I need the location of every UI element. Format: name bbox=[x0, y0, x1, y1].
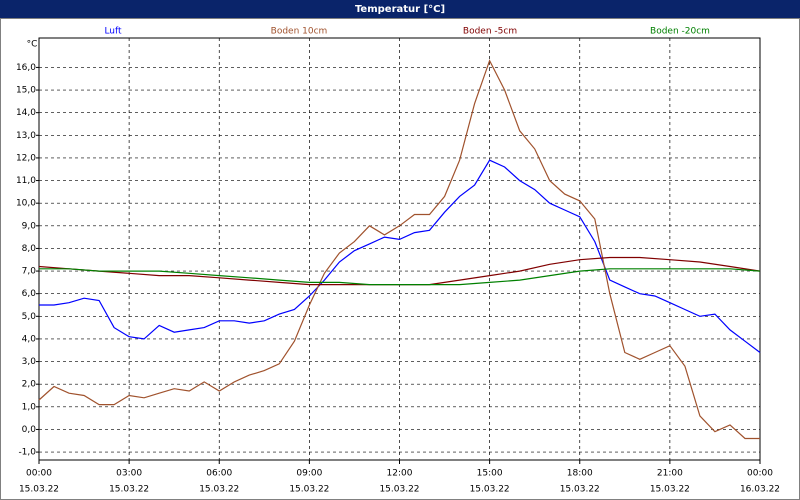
x-tick-label: 00:00 bbox=[26, 469, 52, 479]
x-tick-label: 03:00 bbox=[116, 469, 142, 479]
legend-label: Boden -5cm bbox=[463, 27, 517, 37]
y-tick-label: 6,0 bbox=[22, 289, 37, 299]
x-tick-date: 15.03.22 bbox=[560, 485, 600, 495]
x-tick-date: 15.03.22 bbox=[650, 485, 690, 495]
chart-title: Temperatur [°C] bbox=[355, 4, 445, 15]
y-tick-label: 9,0 bbox=[22, 221, 37, 231]
y-tick-label: 10,0 bbox=[16, 199, 36, 209]
legend-label: Luft bbox=[104, 27, 122, 37]
x-tick-date: 15.03.22 bbox=[379, 485, 419, 495]
x-tick-date: 15.03.22 bbox=[289, 485, 329, 495]
x-tick-label: 09:00 bbox=[296, 469, 322, 479]
y-tick-label: 5,0 bbox=[22, 312, 37, 322]
legend-label: Boden -20cm bbox=[650, 27, 710, 37]
x-tick-label: 12:00 bbox=[387, 469, 413, 479]
y-tick-label: 3,0 bbox=[22, 357, 37, 367]
y-tick-label: 8,0 bbox=[22, 244, 37, 254]
x-tick-date: 15.03.22 bbox=[470, 485, 510, 495]
x-tick-label: 21:00 bbox=[657, 469, 683, 479]
x-tick-label: 18:00 bbox=[567, 469, 593, 479]
y-tick-label: 1,0 bbox=[22, 402, 37, 412]
y-tick-label: -1,0 bbox=[18, 448, 36, 458]
y-tick-label: 2,0 bbox=[22, 380, 37, 390]
y-tick-label: 14,0 bbox=[16, 108, 36, 118]
legend-label: Boden 10cm bbox=[271, 27, 328, 37]
x-tick-label: 06:00 bbox=[206, 469, 232, 479]
x-tick-date: 15.03.22 bbox=[109, 485, 149, 495]
y-tick-label: 16,0 bbox=[16, 63, 36, 73]
x-tick-date: 16.03.22 bbox=[740, 485, 780, 495]
y-unit: °C bbox=[27, 40, 38, 50]
title-bar bbox=[0, 0, 800, 18]
x-tick-date: 15.03.22 bbox=[199, 485, 239, 495]
x-tick-date: 15.03.22 bbox=[19, 485, 59, 495]
series-line bbox=[39, 268, 761, 286]
y-tick-label: 4,0 bbox=[22, 334, 37, 344]
series-line bbox=[38, 59, 760, 440]
x-tick-label: 15:00 bbox=[477, 469, 503, 479]
y-tick-label: 13,0 bbox=[16, 131, 36, 141]
y-tick-label: 0,0 bbox=[22, 425, 37, 435]
y-tick-label: 12,0 bbox=[16, 153, 36, 163]
y-tick-label: 7,0 bbox=[22, 267, 37, 277]
series-line bbox=[39, 159, 761, 353]
y-tick-label: 15,0 bbox=[16, 86, 36, 96]
y-tick-label: 11,0 bbox=[16, 176, 36, 186]
x-tick-label: 00:00 bbox=[747, 469, 773, 479]
